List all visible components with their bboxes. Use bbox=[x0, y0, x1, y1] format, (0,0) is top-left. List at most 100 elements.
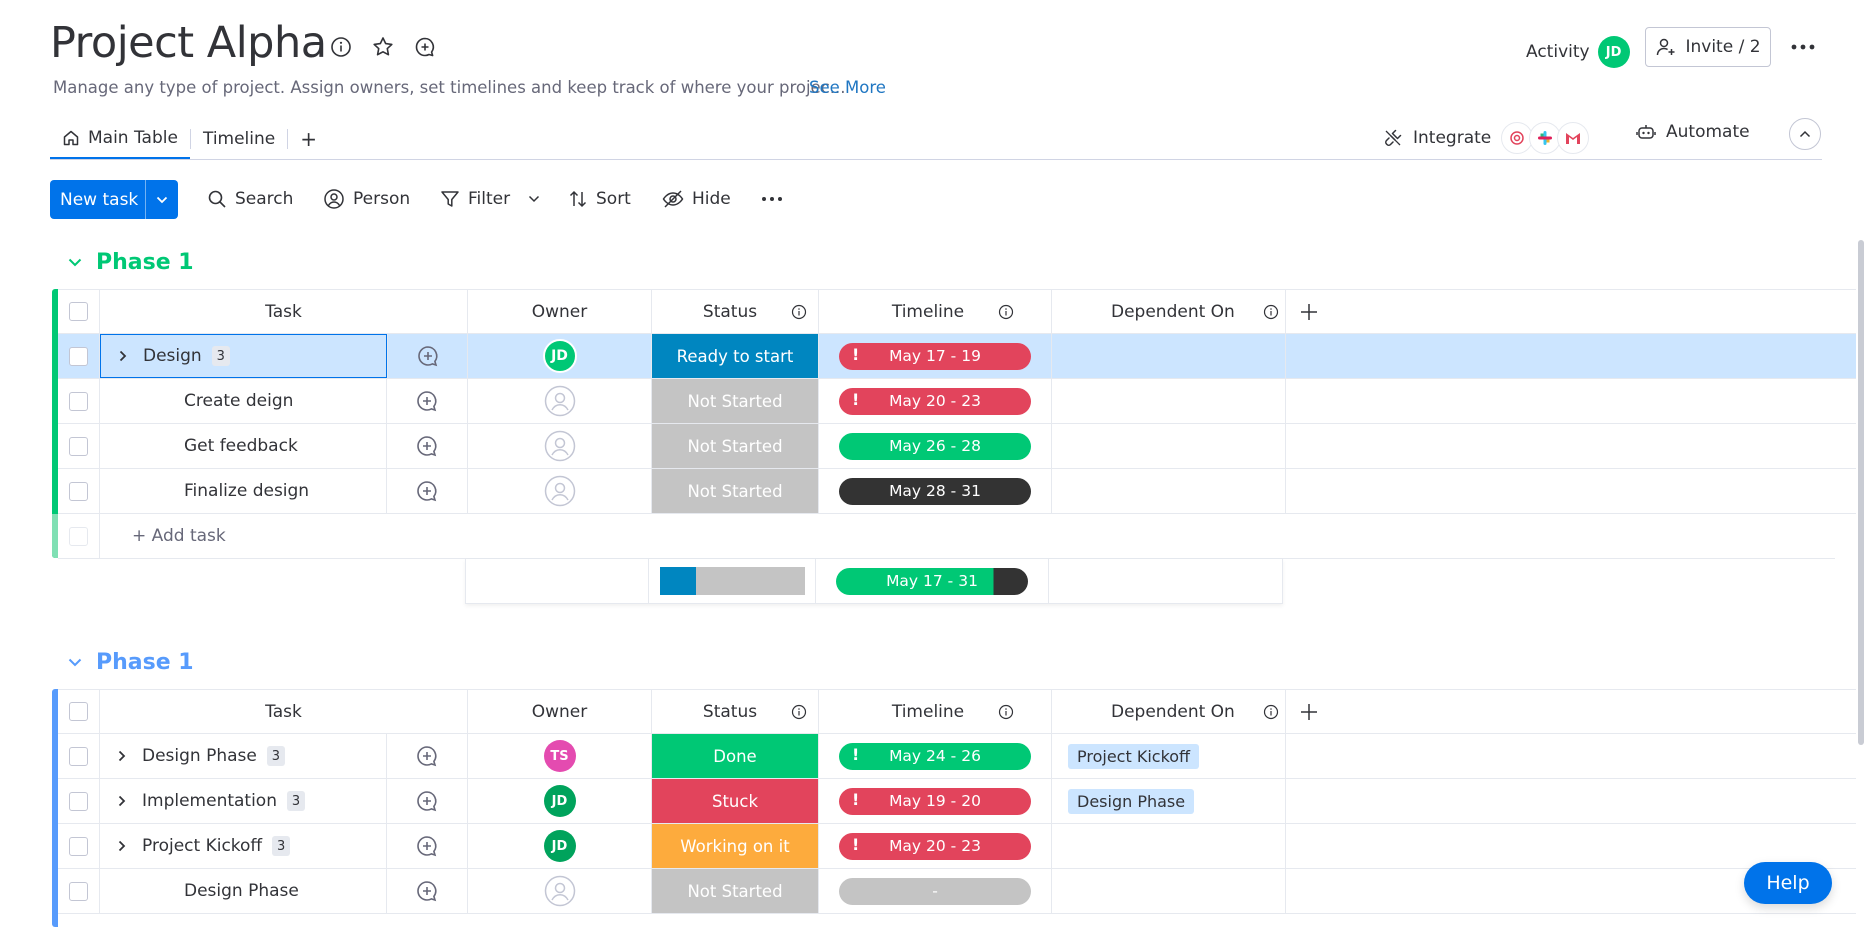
timeline-summary-pill[interactable]: May 17 - 31 bbox=[836, 567, 1028, 595]
updates-cell[interactable] bbox=[387, 469, 468, 513]
timeline-cell[interactable]: ! May 17 - 19 bbox=[819, 334, 1052, 378]
integrate-button[interactable]: Integrate bbox=[1383, 122, 1590, 154]
chevron-right-icon[interactable] bbox=[114, 838, 130, 854]
add-update-icon[interactable] bbox=[415, 479, 439, 503]
task-name[interactable]: Project Kickoff bbox=[142, 836, 263, 856]
table-row[interactable]: Design Phase 3 TS Done ! May 24 - 26 Proj… bbox=[58, 734, 1856, 779]
new-task-button[interactable]: New task bbox=[50, 180, 146, 219]
row-checkbox[interactable] bbox=[69, 791, 88, 811]
status-label[interactable]: Not Started bbox=[652, 424, 818, 468]
timeline-cell[interactable]: May 26 - 28 bbox=[819, 424, 1052, 468]
column-header-owner[interactable]: Owner bbox=[468, 690, 652, 733]
dependency-tag[interactable]: Design Phase bbox=[1068, 788, 1195, 814]
subitems-count[interactable]: 3 bbox=[287, 791, 305, 811]
automate-button[interactable]: Automate bbox=[1636, 122, 1750, 142]
task-cell[interactable]: Design Phase 3 bbox=[100, 734, 387, 778]
task-name[interactable]: Implementation bbox=[142, 791, 277, 811]
status-label[interactable]: Not Started bbox=[652, 469, 818, 513]
task-cell[interactable]: Design Phase bbox=[100, 869, 387, 913]
dependent-on-cell[interactable] bbox=[1052, 424, 1286, 468]
info-icon[interactable] bbox=[1263, 304, 1279, 320]
updates-cell[interactable] bbox=[387, 424, 468, 468]
dependent-on-cell[interactable] bbox=[1052, 869, 1286, 913]
avatar[interactable]: JD bbox=[543, 830, 576, 862]
timeline-pill[interactable]: ! May 19 - 20 bbox=[839, 787, 1031, 815]
task-cell[interactable]: Design 3 bbox=[100, 334, 387, 378]
avatar[interactable]: TS bbox=[543, 740, 576, 772]
chevron-right-icon[interactable] bbox=[115, 348, 131, 364]
task-name[interactable]: Create deign bbox=[184, 391, 294, 411]
status-summary-bar[interactable] bbox=[659, 567, 805, 595]
column-header-status[interactable]: Status bbox=[652, 290, 819, 333]
status-cell[interactable]: Not Started bbox=[652, 869, 819, 913]
group-header[interactable]: Phase 1 bbox=[68, 250, 194, 275]
status-label[interactable]: Done bbox=[652, 734, 818, 778]
status-cell[interactable]: Ready to start bbox=[652, 334, 819, 378]
timeline-pill[interactable]: May 26 - 28 bbox=[839, 432, 1031, 460]
chevron-down-icon[interactable] bbox=[68, 658, 82, 667]
add-update-icon[interactable] bbox=[415, 434, 439, 458]
info-icon[interactable] bbox=[328, 34, 354, 60]
chevron-right-icon[interactable] bbox=[114, 748, 130, 764]
status-cell[interactable]: Not Started bbox=[652, 379, 819, 423]
status-label[interactable]: Not Started bbox=[652, 379, 818, 423]
filter-button[interactable]: Filter bbox=[440, 186, 540, 212]
timeline-pill[interactable]: - bbox=[839, 877, 1031, 905]
activity-button[interactable]: Activity JD bbox=[1526, 36, 1630, 68]
timeline-cell[interactable]: - bbox=[819, 869, 1052, 913]
status-label[interactable]: Ready to start bbox=[652, 334, 818, 378]
table-row[interactable]: Design 3 JD Ready to start ! May 17 - 19 bbox=[58, 334, 1856, 379]
summary-status-cell[interactable] bbox=[649, 559, 816, 603]
add-update-icon[interactable] bbox=[415, 789, 439, 813]
chevron-down-icon[interactable] bbox=[68, 258, 82, 267]
timeline-cell[interactable]: ! May 19 - 20 bbox=[819, 779, 1052, 823]
status-cell[interactable]: Done bbox=[652, 734, 819, 778]
owner-cell[interactable] bbox=[468, 424, 652, 468]
timeline-cell[interactable]: ! May 20 - 23 bbox=[819, 824, 1052, 868]
timeline-pill[interactable]: ! May 20 - 23 bbox=[839, 832, 1031, 860]
table-row[interactable]: Create deign Not Started ! May 20 - 23 bbox=[58, 379, 1856, 424]
column-header-status[interactable]: Status bbox=[652, 690, 819, 733]
updates-cell[interactable] bbox=[387, 379, 468, 423]
row-checkbox[interactable] bbox=[69, 391, 88, 411]
owner-cell[interactable]: JD bbox=[468, 779, 652, 823]
row-checkbox[interactable] bbox=[69, 436, 88, 456]
avatar[interactable]: JD bbox=[543, 785, 576, 817]
avatar[interactable]: JD bbox=[542, 339, 577, 373]
task-name[interactable]: Design Phase bbox=[142, 746, 257, 766]
timeline-pill[interactable]: ! May 20 - 23 bbox=[839, 387, 1031, 415]
dependent-on-cell[interactable]: Design Phase bbox=[1052, 779, 1286, 823]
column-header-dependent-on[interactable]: Dependent On bbox=[1052, 690, 1286, 733]
task-cell[interactable]: Get feedback bbox=[100, 424, 387, 468]
updates-cell[interactable] bbox=[387, 779, 468, 823]
owner-cell[interactable]: JD bbox=[468, 334, 652, 378]
subitems-count[interactable]: 3 bbox=[266, 746, 285, 766]
column-header-task[interactable]: Task bbox=[100, 290, 468, 333]
star-icon[interactable] bbox=[370, 34, 396, 60]
empty-person-icon[interactable] bbox=[544, 385, 576, 417]
column-header-timeline[interactable]: Timeline bbox=[819, 690, 1052, 733]
owner-cell[interactable] bbox=[468, 869, 652, 913]
chevron-down-icon[interactable] bbox=[528, 195, 540, 203]
vertical-scrollbar[interactable] bbox=[1858, 240, 1864, 745]
dependency-tag[interactable]: Project Kickoff bbox=[1068, 743, 1200, 769]
task-cell[interactable]: Finalize design bbox=[100, 469, 387, 513]
timeline-cell[interactable]: May 28 - 31 bbox=[819, 469, 1052, 513]
select-all-checkbox[interactable] bbox=[69, 302, 88, 321]
dependent-on-cell[interactable] bbox=[1052, 334, 1286, 378]
subitems-count[interactable]: 3 bbox=[272, 836, 291, 856]
add-update-icon[interactable] bbox=[415, 744, 439, 768]
table-row[interactable]: Design Phase Not Started - bbox=[58, 869, 1856, 914]
tab-main-table[interactable]: Main Table bbox=[50, 118, 190, 160]
more-options-icon[interactable] bbox=[761, 186, 783, 212]
add-update-icon[interactable] bbox=[415, 389, 439, 413]
row-checkbox[interactable] bbox=[69, 481, 88, 501]
table-row[interactable]: Project Kickoff 3 JD Working on it ! May … bbox=[58, 824, 1856, 869]
summary-timeline-cell[interactable]: May 17 - 31 bbox=[816, 559, 1049, 603]
owner-cell[interactable] bbox=[468, 379, 652, 423]
info-icon[interactable] bbox=[791, 704, 807, 720]
tab-timeline[interactable]: Timeline bbox=[191, 118, 287, 160]
column-header-dependent-on[interactable]: Dependent On bbox=[1052, 290, 1286, 333]
status-cell[interactable]: Not Started bbox=[652, 424, 819, 468]
info-icon[interactable] bbox=[791, 304, 807, 320]
